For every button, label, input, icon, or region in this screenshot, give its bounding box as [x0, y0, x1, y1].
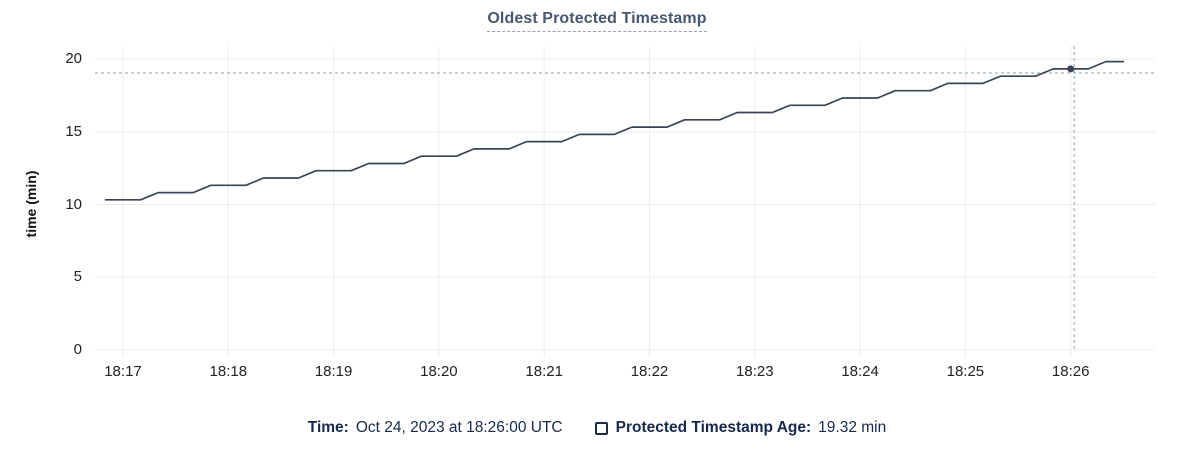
- x-tick-label: 18:17: [104, 363, 142, 380]
- x-tick-label: 18:23: [736, 363, 774, 380]
- time-label: Time:: [307, 419, 349, 436]
- series-value: 19.32 min: [818, 419, 887, 436]
- y-tick-label: 20: [65, 50, 82, 67]
- time-value: Oct 24, 2023 at 18:26:00 UTC: [355, 419, 563, 436]
- hover-point-dot: [1067, 65, 1075, 73]
- x-tick-label: 18:25: [946, 363, 985, 380]
- y-tick-label: 0: [73, 341, 82, 358]
- x-tick-label: 18:22: [630, 363, 669, 380]
- x-tick-label: 18:19: [314, 363, 353, 380]
- x-tick-label: 18:26: [1051, 363, 1090, 380]
- x-tick-label: 18:21: [525, 363, 563, 380]
- chart-title-row: Oldest Protected Timestamp: [0, 10, 1194, 32]
- y-tick-label: 5: [73, 268, 82, 286]
- y-tick-label: 15: [65, 122, 82, 140]
- chart-title[interactable]: Oldest Protected Timestamp: [487, 10, 707, 32]
- x-tick-label: 18:24: [841, 363, 879, 380]
- hover-legend: Time: Oct 24, 2023 at 18:26:00 UTC Prote…: [0, 417, 1194, 439]
- series-label: Protected Timestamp Age:: [615, 419, 812, 436]
- x-tick-label: 18:20: [420, 363, 458, 380]
- series-line: [104, 60, 1125, 201]
- y-tick-label: 10: [65, 195, 82, 213]
- series-checkbox[interactable]: [594, 421, 608, 435]
- series-legend-item[interactable]: Protected Timestamp Age: 19.32 min: [594, 419, 887, 437]
- x-tick-label: 18:18: [209, 363, 248, 380]
